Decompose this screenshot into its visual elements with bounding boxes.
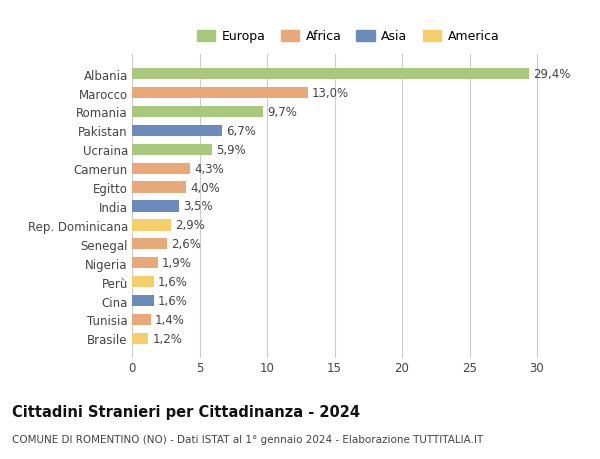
Bar xyxy=(132,333,148,344)
Text: Cittadini Stranieri per Cittadinanza - 2024: Cittadini Stranieri per Cittadinanza - 2… xyxy=(12,404,360,419)
Text: 1,6%: 1,6% xyxy=(158,294,188,308)
Text: 29,4%: 29,4% xyxy=(533,68,571,81)
Text: 3,5%: 3,5% xyxy=(184,200,213,213)
Text: 1,4%: 1,4% xyxy=(155,313,185,326)
Text: 9,7%: 9,7% xyxy=(267,106,297,119)
Text: 2,6%: 2,6% xyxy=(171,238,201,251)
Bar xyxy=(132,163,190,174)
Bar xyxy=(132,239,167,250)
Text: COMUNE DI ROMENTINO (NO) - Dati ISTAT al 1° gennaio 2024 - Elaborazione TUTTITAL: COMUNE DI ROMENTINO (NO) - Dati ISTAT al… xyxy=(12,434,483,444)
Legend: Europa, Africa, Asia, America: Europa, Africa, Asia, America xyxy=(194,28,502,46)
Bar xyxy=(132,88,308,99)
Bar xyxy=(132,144,212,156)
Text: 13,0%: 13,0% xyxy=(311,87,349,100)
Bar xyxy=(132,220,171,231)
Text: 2,9%: 2,9% xyxy=(175,219,205,232)
Text: 4,0%: 4,0% xyxy=(190,181,220,194)
Bar xyxy=(132,69,529,80)
Bar xyxy=(132,295,154,307)
Text: 1,2%: 1,2% xyxy=(152,332,182,345)
Bar xyxy=(132,201,179,212)
Bar xyxy=(132,257,158,269)
Bar xyxy=(132,106,263,118)
Text: 1,9%: 1,9% xyxy=(162,257,191,269)
Bar xyxy=(132,182,186,193)
Bar xyxy=(132,125,223,137)
Text: 6,7%: 6,7% xyxy=(227,124,256,138)
Text: 1,6%: 1,6% xyxy=(158,275,188,289)
Bar xyxy=(132,314,151,325)
Text: 4,3%: 4,3% xyxy=(194,162,224,175)
Text: 5,9%: 5,9% xyxy=(216,144,245,157)
Bar xyxy=(132,276,154,288)
